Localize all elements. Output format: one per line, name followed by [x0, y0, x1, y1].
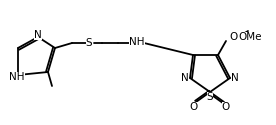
Text: S: S	[207, 92, 213, 102]
Text: O: O	[230, 32, 238, 42]
Text: NH: NH	[9, 72, 25, 82]
Text: OMe: OMe	[238, 32, 261, 42]
Text: N: N	[231, 73, 239, 83]
Text: NH: NH	[129, 37, 145, 47]
Text: N: N	[34, 30, 42, 40]
Text: S: S	[86, 38, 92, 48]
Text: N: N	[181, 73, 189, 83]
Text: O: O	[222, 102, 230, 112]
Text: O: O	[190, 102, 198, 112]
